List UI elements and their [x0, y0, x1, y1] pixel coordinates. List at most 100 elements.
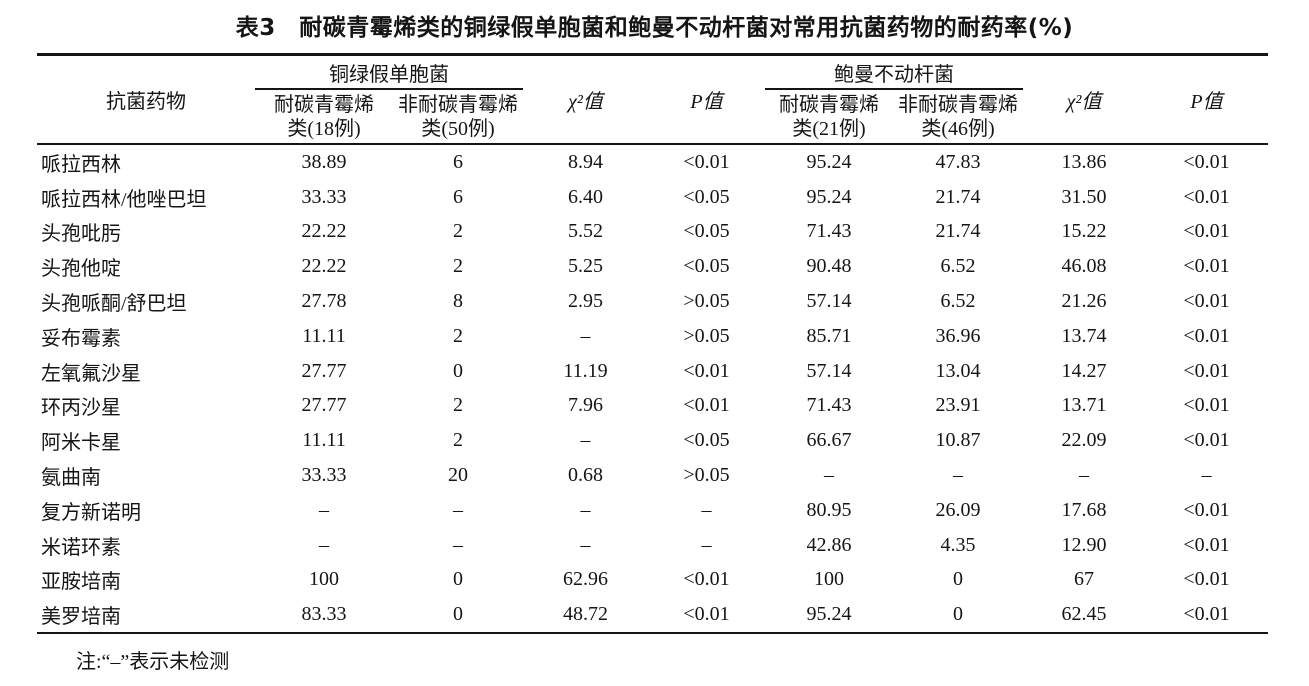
cell-value: 15.22 [1061, 220, 1107, 243]
table-row: 头孢吡肟 22.22 2 5.52 <0.05 71.43 21.74 15.22 <0.01 [37, 215, 1268, 250]
cell-value: 95.24 [806, 185, 852, 208]
cell-value: – [701, 533, 712, 556]
cell-drug-name: 头孢他啶 [41, 258, 121, 281]
cell-value: 62.45 [1061, 603, 1107, 626]
cell-value: 2.95 [568, 290, 603, 313]
cell-value: 0 [953, 603, 963, 626]
cell-drug-name: 氨曲南 [41, 467, 101, 490]
cell-value: – [453, 533, 463, 556]
cell-value: 33.33 [301, 464, 347, 487]
cell-value: – [953, 464, 963, 487]
table-row: 头孢他啶 22.22 2 5.25 <0.05 90.48 6.52 46.08 <0.01 [37, 249, 1268, 284]
cell-value: 5.25 [568, 255, 603, 278]
cell-drug-name: 复方新诺明 [41, 501, 141, 524]
cell-drug-name: 米诺环素 [41, 536, 121, 559]
cell-value: <0.01 [1183, 603, 1230, 626]
subheader-non-carbapenem-resistant-50: 非耐碳青霉烯 类(50例) [398, 93, 518, 140]
cell-value: 0 [453, 603, 463, 626]
cell-value: <0.01 [1183, 394, 1230, 417]
cell-value: 2 [453, 255, 463, 278]
table-row: 氨曲南 33.33 20 0.68 >0.05 – – – – [37, 458, 1268, 493]
table-row: 复方新诺明 – – – – 80.95 26.09 17.68 <0.01 [37, 493, 1268, 528]
cell-value: 6.40 [568, 185, 603, 208]
cell-value: 6 [453, 150, 463, 173]
cell-value: 47.83 [935, 150, 981, 173]
cell-value: 100 [814, 568, 844, 591]
table-row: 美罗培南 83.33 0 48.72 <0.01 95.24 0 62.45 <0.01 [37, 597, 1268, 633]
cell-drug-name: 头孢哌酮/舒巴坦 [41, 293, 187, 316]
cell-value: 67 [1074, 568, 1094, 591]
cell-value: 38.89 [301, 150, 347, 173]
cell-value: <0.05 [683, 429, 730, 452]
table-row: 环丙沙星 27.77 2 7.96 <0.01 71.43 23.91 13.71 <0.01 [37, 389, 1268, 424]
cell-value: <0.05 [683, 185, 730, 208]
cell-value: 22.22 [301, 220, 347, 243]
cell-drug-name: 美罗培南 [41, 606, 121, 629]
cell-value: 95.24 [806, 150, 852, 173]
cell-value: 13.74 [1061, 324, 1107, 347]
cell-value: 0 [953, 568, 963, 591]
cell-value: >0.05 [683, 464, 730, 487]
cell-value: 11.11 [302, 324, 346, 347]
cell-value: 6 [453, 185, 463, 208]
cell-value: <0.01 [683, 568, 730, 591]
cell-value: <0.01 [1183, 568, 1230, 591]
cell-value: 23.91 [935, 394, 981, 417]
cell-value: – [580, 429, 591, 452]
p-header-1: P值 [690, 91, 723, 113]
table-note: 注:“–”表示未检测 [76, 651, 230, 673]
cell-value: >0.05 [683, 324, 730, 347]
cell-value: – [580, 498, 591, 521]
cell-value: 95.24 [806, 603, 852, 626]
cell-value: 11.19 [563, 359, 608, 382]
table-row: 哌拉西林/他唑巴坦 33.33 6 6.40 <0.05 95.24 21.74 31.50 <… [37, 180, 1268, 215]
cell-value: 2 [453, 220, 463, 243]
cell-value: – [824, 464, 834, 487]
cell-value: 4.35 [940, 533, 976, 556]
subheader-carbapenem-resistant-21: 耐碳青霉烯 类(21例) [779, 93, 879, 140]
cell-value: 6.52 [940, 255, 976, 278]
cell-value: 42.86 [806, 533, 852, 556]
cell-drug-name: 妥布霉素 [41, 327, 121, 350]
cell-value: 71.43 [806, 220, 852, 243]
cell-value: <0.01 [1183, 220, 1230, 243]
table-row: 左氧氟沙星 27.77 0 11.19 <0.01 57.14 13.04 14.27 <0.0… [37, 354, 1268, 389]
cell-value: 14.27 [1061, 359, 1107, 382]
cell-value: 27.77 [301, 359, 347, 382]
cell-value: <0.01 [1183, 255, 1230, 278]
subheader-carbapenem-resistant-18: 耐碳青霉烯 类(18例) [274, 93, 374, 140]
cell-value: 5.52 [568, 220, 603, 243]
cell-value: 57.14 [806, 359, 852, 382]
cell-value: <0.01 [1183, 324, 1230, 347]
cell-value: – [701, 498, 712, 521]
table-row: 阿米卡星 11.11 2 – <0.05 66.67 10.87 22.09 <0.01 [37, 423, 1268, 458]
group-header-pseudomonas: 铜绿假单胞菌 [255, 54, 523, 90]
cell-value: 7.96 [568, 394, 603, 417]
cell-drug-name: 亚胺培南 [41, 571, 121, 594]
table-title: 表3 耐碳青霉烯类的铜绿假单胞菌和鲍曼不动杆菌对常用抗菌药物的耐药率(%) [235, 15, 1074, 41]
cell-value: 2 [453, 394, 463, 417]
subheader-non-carbapenem-resistant-46: 非耐碳青霉烯 类(46例) [898, 93, 1018, 140]
cell-value: – [319, 498, 329, 521]
cell-value: 0 [453, 359, 463, 382]
cell-drug-name: 哌拉西林 [41, 153, 121, 176]
cell-value: <0.01 [1183, 359, 1230, 382]
header-row-subgroups: 耐碳青霉烯 类(18例) 非耐碳青霉烯 类(50例) 耐碳青霉烯 类(21例) … [37, 89, 1268, 144]
cell-value: 21.74 [935, 185, 981, 208]
cell-value: <0.01 [683, 150, 730, 173]
chi2-header-1: χ²值 [568, 91, 603, 113]
cell-value: 46.08 [1061, 255, 1107, 278]
cell-value: 85.71 [806, 324, 852, 347]
cell-value: – [580, 533, 591, 556]
col-header-drug: 抗菌药物 [106, 91, 186, 113]
cell-value: 21.74 [935, 220, 981, 243]
p-header-2: P值 [1190, 91, 1223, 113]
table-row: 亚胺培南 100 0 62.96 <0.01 100 0 67 <0.01 [37, 563, 1268, 598]
cell-drug-name: 头孢吡肟 [41, 223, 121, 246]
cell-value: 8.94 [568, 150, 603, 173]
header-row-groups: 抗菌药物 铜绿假单胞菌 χ²值 P值 鲍曼不动杆菌 χ²值 P值 [37, 54, 1268, 113]
cell-drug-name: 阿米卡星 [41, 432, 121, 455]
table-row: 头孢哌酮/舒巴坦 27.78 8 2.95 >0.05 57.14 6.52 21.26 <0.… [37, 284, 1268, 319]
cell-value: 0 [453, 568, 463, 591]
cell-value: 2 [453, 429, 463, 452]
